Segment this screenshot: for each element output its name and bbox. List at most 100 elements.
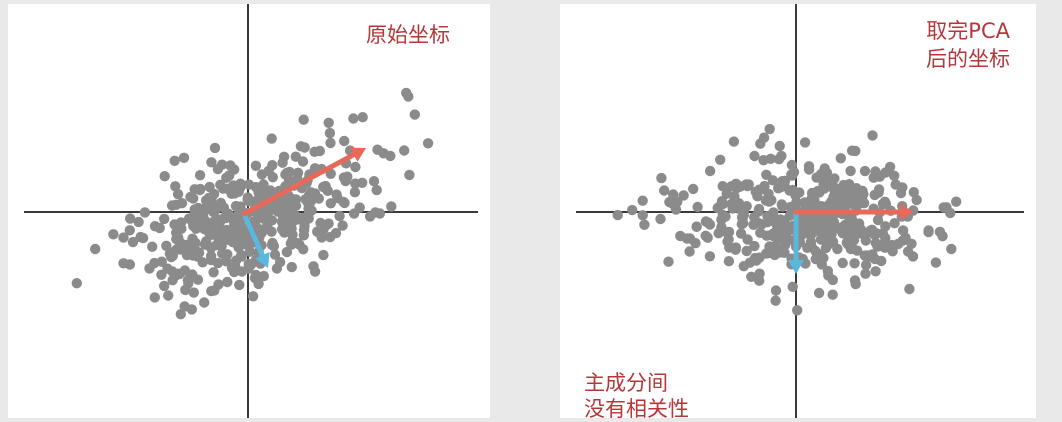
data-point	[213, 279, 224, 290]
data-point	[266, 133, 277, 144]
data-point	[838, 179, 849, 191]
data-point	[309, 146, 320, 157]
data-point	[849, 275, 861, 286]
data-point	[860, 259, 872, 271]
data-point	[285, 194, 296, 205]
data-point	[217, 248, 228, 259]
principal-component-arrow-shaft	[241, 152, 357, 217]
data-point	[242, 194, 253, 205]
data-point	[159, 213, 170, 225]
data-point	[318, 181, 329, 193]
data-point	[880, 198, 892, 210]
data-point	[860, 268, 871, 279]
data-point	[750, 186, 761, 197]
data-point	[303, 213, 314, 224]
data-point	[684, 246, 695, 257]
data-point	[836, 222, 848, 233]
data-point	[133, 216, 144, 228]
data-point	[740, 179, 752, 190]
data-point	[357, 112, 368, 123]
data-point	[298, 114, 309, 125]
data-point	[764, 196, 775, 207]
data-point	[350, 178, 361, 189]
data-point	[762, 211, 773, 222]
principal-component-arrow	[241, 147, 366, 217]
data-point	[318, 249, 329, 261]
data-point	[845, 165, 856, 177]
data-point	[221, 183, 233, 194]
data-point	[256, 169, 268, 180]
data-point	[754, 275, 765, 286]
data-point	[765, 153, 776, 164]
data-point	[772, 243, 784, 254]
data-point	[286, 223, 297, 234]
data-point	[339, 135, 350, 147]
data-point	[741, 245, 752, 257]
data-point	[655, 213, 666, 225]
data-point	[226, 232, 237, 244]
data-point	[298, 244, 309, 255]
data-point	[118, 232, 129, 243]
data-point	[409, 109, 420, 120]
data-point	[234, 279, 245, 291]
data-point	[700, 230, 711, 241]
data-point	[880, 167, 891, 178]
data-point	[639, 219, 650, 230]
data-point	[262, 221, 273, 232]
data-point	[167, 266, 178, 277]
data-point	[309, 188, 321, 199]
data-point	[753, 206, 764, 217]
data-point	[253, 187, 264, 199]
data-point	[951, 196, 962, 207]
data-point	[159, 280, 170, 292]
uncorrelated-note-line1: 主成分间	[584, 371, 668, 395]
data-point	[325, 137, 336, 149]
data-point	[178, 152, 190, 163]
data-point	[837, 257, 848, 269]
data-point	[790, 199, 802, 210]
data-point	[277, 157, 288, 168]
data-point	[127, 236, 139, 248]
data-point	[309, 266, 321, 277]
data-point	[923, 226, 934, 238]
data-point	[637, 195, 648, 206]
pca-coordinates-panel: 取完PCA 后的坐标 主成分间 没有相关性	[560, 4, 1036, 421]
data-point	[220, 212, 231, 224]
data-point	[197, 257, 208, 268]
data-point	[887, 246, 898, 257]
data-point	[149, 292, 160, 303]
data-point	[749, 150, 760, 162]
secondary-component-arrow	[241, 211, 270, 268]
data-point	[790, 189, 801, 201]
data-point	[930, 257, 942, 268]
data-point	[235, 178, 246, 189]
data-point	[267, 237, 278, 249]
data-point	[213, 235, 225, 246]
data-point	[236, 234, 247, 245]
data-point	[758, 183, 769, 194]
data-point	[889, 170, 900, 181]
data-point	[350, 161, 361, 173]
original-coordinates-panel: 原始坐标	[8, 4, 490, 418]
data-point	[187, 269, 198, 280]
data-point	[946, 243, 957, 255]
data-point	[244, 246, 256, 257]
data-point	[717, 181, 728, 192]
data-point	[827, 289, 838, 300]
data-point	[309, 163, 321, 174]
data-point	[779, 179, 790, 190]
data-point	[399, 145, 410, 156]
data-point	[342, 171, 353, 182]
data-point	[722, 236, 733, 247]
data-point	[139, 207, 151, 218]
data-point	[663, 256, 674, 267]
data-point	[786, 169, 797, 180]
data-point	[731, 182, 743, 194]
data-point	[212, 163, 224, 175]
data-point	[637, 210, 648, 221]
data-point	[147, 241, 158, 252]
data-point	[678, 190, 689, 201]
data-point	[728, 136, 740, 147]
data-point	[267, 160, 278, 171]
data-point	[334, 210, 345, 222]
